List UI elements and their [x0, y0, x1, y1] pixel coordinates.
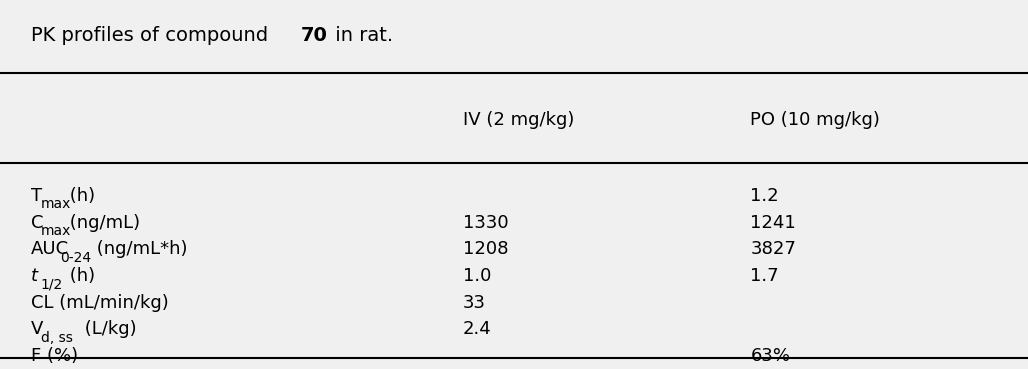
Text: F (%): F (%) — [31, 347, 78, 365]
Text: 0-24: 0-24 — [60, 251, 91, 265]
Text: (ng/mL): (ng/mL) — [64, 214, 140, 232]
Text: CL (mL/min/kg): CL (mL/min/kg) — [31, 294, 169, 312]
Text: AUC: AUC — [31, 240, 69, 258]
Text: 70: 70 — [301, 25, 328, 45]
Text: 1.2: 1.2 — [750, 187, 779, 205]
Text: C: C — [31, 214, 43, 232]
Text: PO (10 mg/kg): PO (10 mg/kg) — [750, 111, 880, 130]
Text: 33: 33 — [463, 294, 485, 312]
Text: (h): (h) — [64, 187, 95, 205]
Text: 1.7: 1.7 — [750, 267, 779, 285]
Text: IV (2 mg/kg): IV (2 mg/kg) — [463, 111, 574, 130]
Text: d, ss: d, ss — [41, 331, 73, 345]
Text: in rat.: in rat. — [329, 25, 394, 45]
Text: 1/2: 1/2 — [41, 277, 63, 291]
Text: max: max — [41, 224, 71, 238]
Text: T: T — [31, 187, 42, 205]
Text: 1330: 1330 — [463, 214, 508, 232]
Text: 3827: 3827 — [750, 240, 797, 258]
Text: (L/kg): (L/kg) — [79, 320, 137, 338]
Text: 1208: 1208 — [463, 240, 508, 258]
Text: PK profiles of compound: PK profiles of compound — [31, 25, 274, 45]
Text: max: max — [41, 197, 71, 211]
Text: 2.4: 2.4 — [463, 320, 491, 338]
Text: (h): (h) — [64, 267, 95, 285]
Text: 1241: 1241 — [750, 214, 797, 232]
Text: 63%: 63% — [750, 347, 791, 365]
Text: 1.0: 1.0 — [463, 267, 491, 285]
Text: t: t — [31, 267, 38, 285]
Text: (ng/mL*h): (ng/mL*h) — [90, 240, 187, 258]
Text: V: V — [31, 320, 43, 338]
